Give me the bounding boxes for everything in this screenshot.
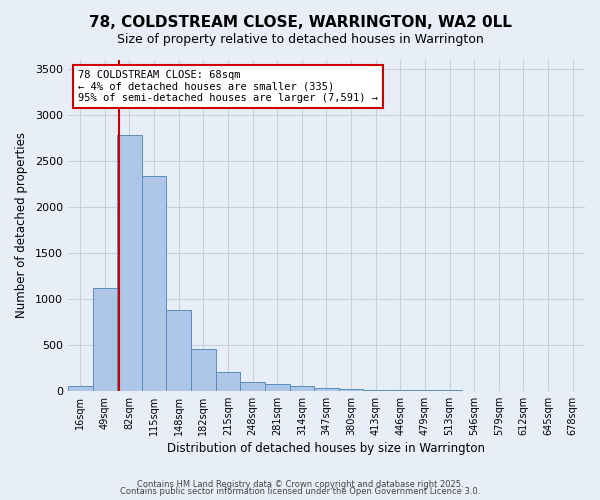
Bar	[166, 310, 191, 391]
Bar	[290, 386, 314, 391]
Bar	[215, 372, 240, 391]
Text: 78 COLDSTREAM CLOSE: 68sqm
← 4% of detached houses are smaller (335)
95% of semi: 78 COLDSTREAM CLOSE: 68sqm ← 4% of detac…	[78, 70, 378, 103]
Text: Contains HM Land Registry data © Crown copyright and database right 2025.: Contains HM Land Registry data © Crown c…	[137, 480, 463, 489]
X-axis label: Distribution of detached houses by size in Warrington: Distribution of detached houses by size …	[167, 442, 485, 455]
Bar	[191, 350, 215, 391]
Bar	[92, 288, 117, 391]
Bar	[240, 382, 265, 391]
Bar	[265, 384, 290, 391]
Bar	[117, 136, 142, 391]
Bar	[68, 386, 92, 391]
Bar	[142, 176, 166, 391]
Text: Contains public sector information licensed under the Open Government Licence 3.: Contains public sector information licen…	[120, 488, 480, 496]
Y-axis label: Number of detached properties: Number of detached properties	[15, 132, 28, 318]
Text: 78, COLDSTREAM CLOSE, WARRINGTON, WA2 0LL: 78, COLDSTREAM CLOSE, WARRINGTON, WA2 0L…	[89, 15, 511, 30]
Bar	[339, 390, 364, 391]
Text: Size of property relative to detached houses in Warrington: Size of property relative to detached ho…	[116, 32, 484, 46]
Bar	[314, 388, 339, 391]
